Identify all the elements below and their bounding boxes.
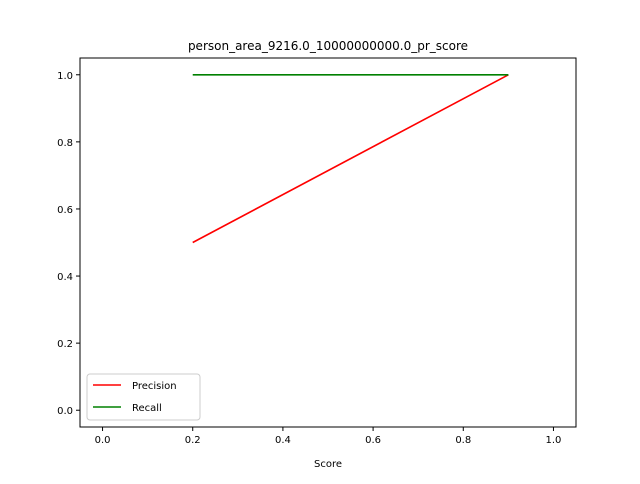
x-tick-label: 0.2: [185, 435, 201, 446]
x-tick-label: 1.0: [546, 435, 562, 446]
y-tick-label: 0.6: [57, 205, 73, 216]
y-tick-label: 0.2: [57, 339, 73, 350]
series-layer: [192, 73, 509, 244]
legend-label-precision: Precision: [132, 381, 177, 392]
legend-label-recall: Recall: [132, 403, 162, 414]
x-tick-label: 0.4: [275, 435, 291, 446]
x-axis: 0.0 0.2 0.4 0.6 0.8 1.0: [95, 427, 562, 446]
x-tick-label: 0.0: [95, 435, 111, 446]
y-axis: 0.0 0.2 0.4 0.6 0.8 1.0: [57, 71, 80, 417]
plot-area-frame: [79, 57, 577, 428]
chart-title: person_area_9216.0_10000000000.0_pr_scor…: [188, 39, 468, 53]
series-line-precision: [192, 74, 509, 244]
legend: Precision Recall: [86, 373, 201, 421]
y-tick-label: 0.8: [57, 138, 73, 149]
x-tick-label: 0.8: [455, 435, 471, 446]
y-tick-label: 0.0: [57, 406, 73, 417]
y-tick-label: 1.0: [57, 71, 73, 82]
x-tick-label: 0.6: [365, 435, 381, 446]
y-tick-label: 0.4: [57, 272, 73, 283]
x-axis-title: Score: [314, 459, 342, 470]
